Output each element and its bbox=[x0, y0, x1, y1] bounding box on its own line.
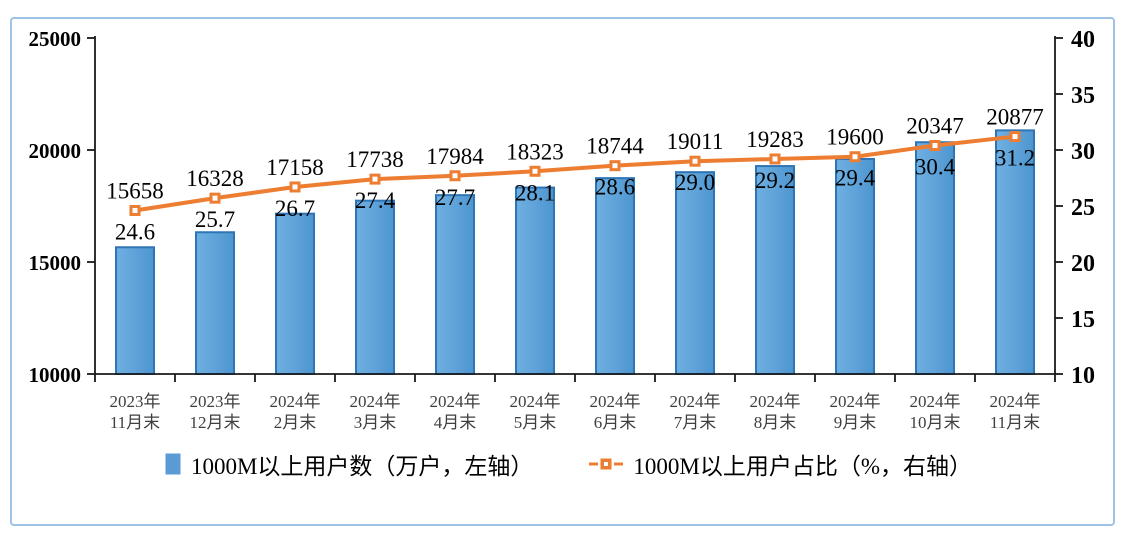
bar bbox=[915, 141, 955, 375]
x-axis-label-line1: 2023年 bbox=[190, 392, 241, 411]
line-percent-label: 27.7 bbox=[435, 185, 475, 210]
right-axis-tick-label: 40 bbox=[1071, 27, 1095, 53]
bar-value-label: 19283 bbox=[746, 127, 804, 152]
bar bbox=[275, 212, 315, 375]
x-axis-label-line2: 11月末 bbox=[110, 413, 160, 432]
right-axis-tick-label: 15 bbox=[1071, 307, 1095, 333]
line-marker-center bbox=[692, 158, 698, 164]
x-axis-label-line2: 3月末 bbox=[354, 413, 397, 432]
line-series-marker-icon bbox=[589, 458, 624, 470]
chart-legend: 1000M以上用户数（万户，左轴） 1000M以上用户占比（%，右轴） bbox=[0, 447, 1137, 481]
line-percent-label: 28.1 bbox=[515, 180, 555, 205]
bar-value-label: 20877 bbox=[986, 105, 1044, 130]
line-marker-center bbox=[372, 176, 378, 182]
line-percent-label: 31.2 bbox=[995, 146, 1035, 171]
line-percent-label: 27.4 bbox=[355, 188, 396, 213]
line-percent-label: 29.4 bbox=[835, 166, 876, 191]
x-axis-label-line1: 2024年 bbox=[430, 392, 481, 411]
line-percent-label: 28.6 bbox=[595, 175, 635, 200]
bar bbox=[755, 165, 795, 375]
bar bbox=[515, 186, 555, 375]
x-axis-label-line2: 5月末 bbox=[514, 413, 557, 432]
bar-series-swatch-icon bbox=[165, 453, 181, 475]
x-axis-label-line2: 4月末 bbox=[434, 413, 477, 432]
line-marker-center bbox=[212, 195, 218, 201]
line-percent-label: 26.7 bbox=[275, 196, 315, 221]
line-series bbox=[133, 134, 1017, 213]
right-axis-tick-label: 30 bbox=[1071, 139, 1095, 165]
bar-value-label: 19011 bbox=[667, 129, 724, 154]
x-axis-label-line1: 2024年 bbox=[750, 392, 801, 411]
x-axis-label-line1: 2024年 bbox=[510, 392, 561, 411]
legend-label-line-series: 1000M以上用户占比（%，右轴） bbox=[633, 454, 973, 479]
bar bbox=[115, 246, 155, 375]
bar bbox=[435, 194, 475, 375]
x-axis-label-line1: 2024年 bbox=[270, 392, 321, 411]
right-axis-tick-label: 35 bbox=[1071, 83, 1095, 109]
line-marker-center bbox=[612, 163, 618, 169]
x-axis-label-line1: 2024年 bbox=[590, 392, 641, 411]
bar-value-label: 17158 bbox=[266, 155, 324, 180]
bar-value-label: 20347 bbox=[906, 114, 964, 139]
line-percent-label: 29.0 bbox=[675, 170, 715, 195]
x-axis-label-line1: 2024年 bbox=[990, 392, 1041, 411]
legend-item-bar-series: 1000M以上用户数（万户，左轴） bbox=[165, 447, 533, 481]
left-axis-tick-label: 10000 bbox=[29, 363, 82, 387]
x-axis-label-line1: 2024年 bbox=[910, 392, 961, 411]
bar bbox=[355, 199, 395, 375]
left-axis-tick-label: 15000 bbox=[29, 251, 82, 275]
right-axis-tick-label: 10 bbox=[1071, 363, 1095, 389]
bar bbox=[835, 157, 875, 375]
bar-swatch-rect bbox=[165, 453, 181, 475]
bar-value-label: 15658 bbox=[106, 178, 164, 203]
right-axis-tick-label: 25 bbox=[1071, 195, 1095, 221]
bar-value-label: 16328 bbox=[186, 166, 244, 191]
line-marker-center bbox=[852, 154, 858, 160]
line-marker-center bbox=[292, 184, 298, 190]
line-marker-center bbox=[932, 143, 938, 149]
line-percent-label: 25.7 bbox=[195, 207, 235, 232]
bar-value-label: 17738 bbox=[346, 147, 404, 172]
bar-value-label: 18323 bbox=[506, 139, 564, 164]
legend-item-line-series: 1000M以上用户占比（%，右轴） bbox=[589, 447, 972, 481]
bar bbox=[675, 171, 715, 375]
x-axis-label-line1: 2023年 bbox=[110, 392, 161, 411]
bar bbox=[595, 177, 635, 375]
x-axis-label-line2: 9月末 bbox=[834, 413, 877, 432]
x-axis-label-line1: 2024年 bbox=[830, 392, 881, 411]
line-percent-label: 30.4 bbox=[915, 155, 956, 180]
legend-label-bar-series: 1000M以上用户数（万户，左轴） bbox=[190, 454, 534, 479]
x-axis-label-line2: 11月末 bbox=[990, 413, 1040, 432]
x-axis-label-line2: 7月末 bbox=[674, 413, 717, 432]
line-marker-center bbox=[532, 168, 538, 174]
bar-value-label: 18744 bbox=[586, 134, 644, 159]
x-axis-label-line1: 2024年 bbox=[670, 392, 721, 411]
line-marker-center bbox=[132, 207, 138, 213]
bar-value-label: 17984 bbox=[426, 144, 484, 169]
left-axis-tick-label: 25000 bbox=[29, 27, 82, 51]
x-axis-label-line2: 12月末 bbox=[190, 413, 241, 432]
line-percent-label: 29.2 bbox=[755, 168, 795, 193]
left-axis-tick-label: 20000 bbox=[29, 139, 82, 163]
x-axis-label-line1: 2024年 bbox=[350, 392, 401, 411]
line-marker-center bbox=[772, 156, 778, 162]
x-axis-label-line2: 2月末 bbox=[274, 413, 317, 432]
line-marker-center bbox=[1012, 134, 1018, 140]
x-axis-label-line2: 8月末 bbox=[754, 413, 797, 432]
bar bbox=[195, 231, 235, 375]
right-axis-tick-label: 20 bbox=[1071, 251, 1095, 277]
x-axis-label-line2: 10月末 bbox=[910, 413, 961, 432]
legend-line-marker-center bbox=[604, 462, 609, 466]
x-axis-label-line2: 6月末 bbox=[594, 413, 637, 432]
bar-value-label: 19600 bbox=[826, 125, 884, 150]
line-marker-center bbox=[452, 173, 458, 179]
line-percent-label: 24.6 bbox=[115, 219, 155, 244]
